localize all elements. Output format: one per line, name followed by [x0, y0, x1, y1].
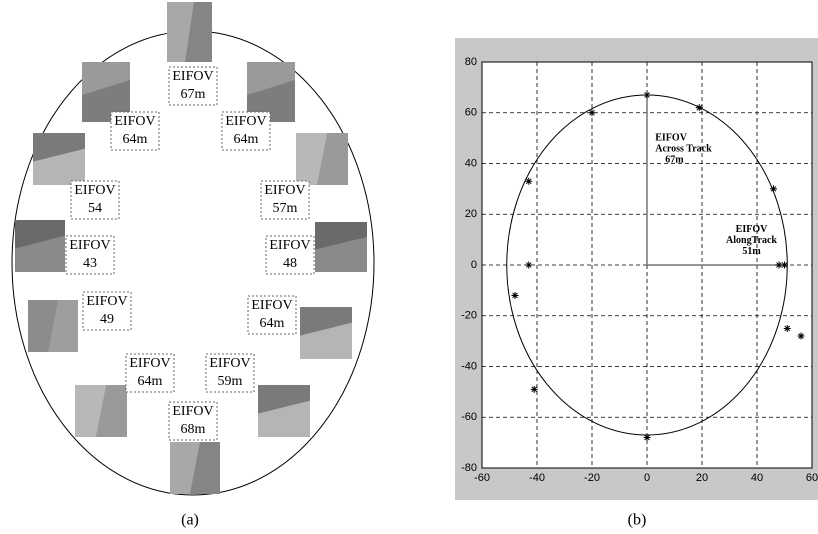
- x-tick-label: 60: [806, 472, 818, 484]
- label-title: EIFOV: [225, 114, 266, 129]
- label-title: EIFOV: [172, 69, 213, 84]
- annotation: EIFOV: [655, 132, 687, 143]
- data-point: [696, 104, 703, 111]
- label-title: EIFOV: [269, 238, 310, 253]
- y-tick-label: 20: [465, 208, 477, 220]
- label-title: EIFOV: [264, 183, 305, 198]
- label-title: EIFOV: [172, 404, 213, 419]
- data-point: [781, 262, 788, 269]
- annotation: 51m: [742, 246, 761, 257]
- y-tick-label: 0: [471, 259, 477, 271]
- label-title: EIFOV: [86, 294, 127, 309]
- annotation: AlongTrack: [726, 235, 777, 246]
- x-tick-label: 20: [696, 472, 708, 484]
- label-title: EIFOV: [74, 183, 115, 198]
- figure: (a) (b) EIFOV 67m EIFOV 64m EIFOV 64m EIFOV 54 E…: [0, 0, 818, 534]
- label-value: 64m: [138, 374, 163, 389]
- label-value: 59m: [218, 374, 243, 389]
- data-point: [525, 262, 532, 269]
- y-tick-label: -20: [461, 310, 477, 322]
- data-point: [770, 185, 777, 192]
- x-tick-label: -20: [584, 472, 600, 484]
- annotation: Across Track: [655, 143, 712, 154]
- x-tick-label: 0: [644, 472, 650, 484]
- page: {"panel_a":{"labels":[["EIFOV","67m"],["…: [0, 0, 818, 534]
- y-tick-label: -40: [461, 360, 477, 372]
- data-point: [644, 91, 651, 98]
- y-tick-label: 40: [465, 157, 477, 169]
- caption-a: (a): [181, 512, 199, 529]
- label-value: 49: [100, 312, 114, 327]
- y-tick-label: -80: [461, 462, 477, 474]
- label-value: 64m: [123, 132, 148, 147]
- x-tick-label: -40: [529, 472, 545, 484]
- label-value: 64m: [260, 316, 285, 331]
- label-value: 64m: [234, 132, 259, 147]
- label-title: EIFOV: [69, 238, 110, 253]
- y-tick-label: -60: [461, 411, 477, 423]
- x-tick-label: 40: [751, 472, 763, 484]
- data-point: [784, 325, 791, 332]
- label-value: 68m: [181, 422, 206, 437]
- annotation: 67m: [665, 154, 684, 165]
- label-value: 67m: [181, 87, 206, 102]
- label-title: EIFOV: [251, 298, 292, 313]
- annotation: EIFOV: [736, 224, 768, 235]
- data-point: [589, 109, 596, 116]
- label-value: 54: [88, 201, 102, 216]
- label-value: 57m: [273, 201, 298, 216]
- label-value: 48: [283, 256, 297, 271]
- label-value: 43: [83, 256, 97, 271]
- caption-b: (b): [628, 512, 647, 529]
- label-title: EIFOV: [114, 114, 155, 129]
- y-tick-label: 60: [465, 107, 477, 119]
- label-title: EIFOV: [209, 356, 250, 371]
- data-point: [525, 178, 532, 185]
- label-title: EIFOV: [129, 356, 170, 371]
- y-tick-label: 80: [465, 56, 477, 68]
